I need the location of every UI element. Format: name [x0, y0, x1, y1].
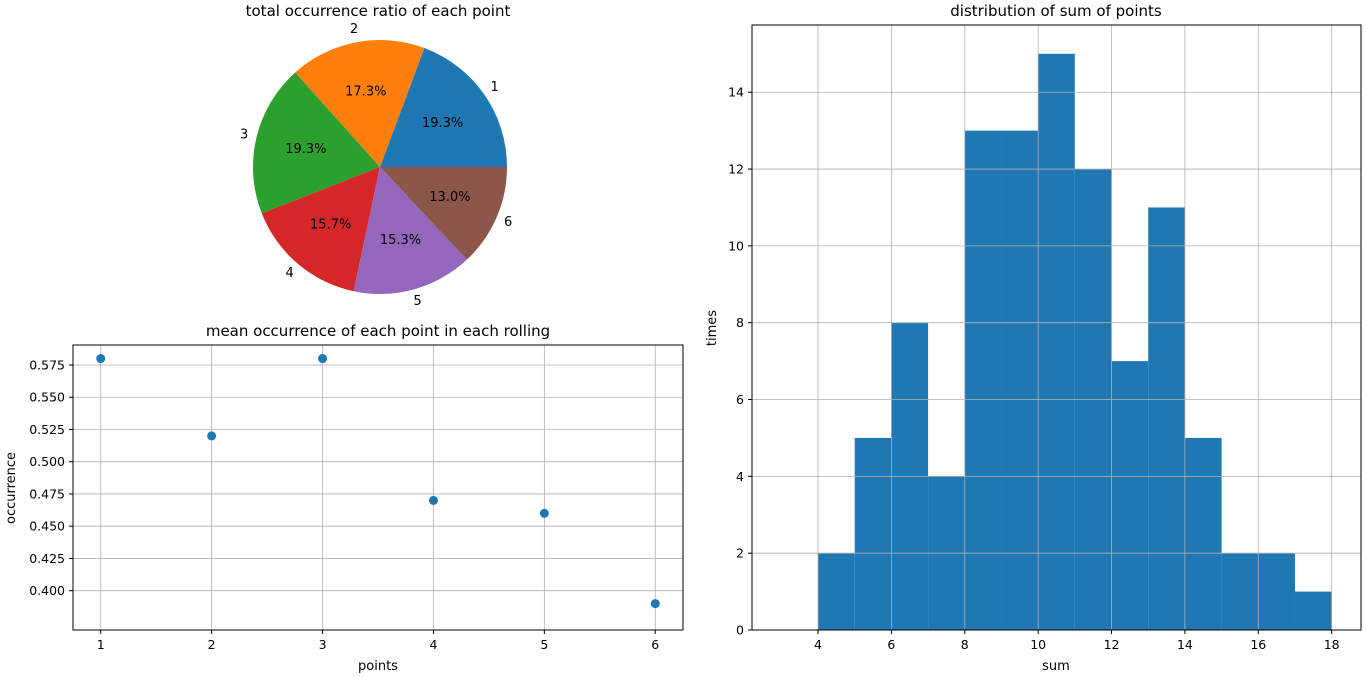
scatter-xtick-label: 6	[651, 637, 659, 652]
hist-bar	[1038, 53, 1075, 631]
scatter-point	[207, 431, 217, 441]
hist-bars	[818, 53, 1332, 631]
hist-xtick-label: 4	[814, 637, 822, 652]
scatter-xtick-label: 1	[97, 637, 105, 652]
scatter-point	[318, 354, 328, 364]
scatter-ytick-label: 0.400	[29, 583, 65, 598]
hist-ytick-label: 8	[736, 315, 744, 330]
scatter-ytick-label: 0.475	[29, 486, 65, 501]
pie-label: 3	[240, 127, 248, 142]
hist-ytick-label: 4	[736, 469, 744, 484]
pie-pct-label: 15.7%	[310, 218, 351, 233]
hist-bar	[964, 130, 1002, 630]
pie-slice	[380, 167, 507, 260]
pie-pct-label: 15.3%	[380, 233, 421, 248]
pie-chart: total occurrence ratio of each point 1 19…	[240, 2, 512, 309]
scatter-ytick-label: 0.425	[29, 551, 65, 566]
scatter-ytick-label: 0.575	[29, 357, 65, 372]
scatter-xtick-label: 4	[429, 637, 437, 652]
scatter-ytick-label: 0.550	[29, 390, 65, 405]
hist-ytick-label: 6	[736, 392, 744, 407]
hist-bar	[1001, 130, 1039, 630]
pie-label: 5	[413, 294, 421, 309]
scatter-xtick-label: 3	[319, 637, 327, 652]
hist-bar	[854, 437, 892, 630]
scatter-xlabel: points	[358, 659, 398, 674]
scatter-ytick-label: 0.500	[29, 454, 65, 469]
hist-bar	[1111, 361, 1149, 630]
scatter-ylabel: occurrence	[4, 452, 19, 524]
hist-ylabel: times	[705, 310, 720, 346]
scatter-point	[539, 508, 549, 518]
hist-xtick-label: 18	[1324, 637, 1340, 652]
hist-bar	[818, 553, 855, 630]
hist-ticks: 4 6 8 10 12 14 16 18 0 2 4 6 8 10 12 14	[728, 85, 1340, 652]
hist-bar	[1294, 591, 1332, 630]
hist-xtick-label: 16	[1250, 637, 1266, 652]
histogram-chart: distribution of sum of points 4 6 8 10 12 14 1…	[705, 2, 1362, 674]
pie-pct-label: 13.0%	[429, 190, 470, 205]
scatter-title: mean occurrence of each point in each ro…	[206, 322, 550, 340]
pie-pct-label: 19.3%	[422, 116, 463, 131]
scatter-chart: mean occurrence of each point in each ro…	[4, 322, 684, 674]
hist-xtick-label: 6	[887, 637, 895, 652]
pie-slice	[253, 72, 380, 214]
scatter-point	[428, 495, 438, 505]
hist-xtick-label: 14	[1177, 637, 1193, 652]
hist-title: distribution of sum of points	[950, 2, 1162, 20]
hist-bar	[1148, 207, 1185, 630]
pie-pct-label: 17.3%	[345, 85, 386, 100]
pie-label: 6	[504, 215, 512, 230]
pie-slice	[380, 48, 507, 167]
scatter-frame	[72, 344, 684, 631]
hist-xlabel: sum	[1042, 659, 1070, 674]
scatter-ytick-label: 0.525	[29, 422, 65, 437]
hist-ytick-label: 14	[728, 85, 744, 100]
hist-bar	[1258, 553, 1295, 630]
hist-ytick-label: 10	[728, 238, 744, 253]
scatter-points	[96, 354, 660, 609]
pie-title: total occurrence ratio of each point	[246, 2, 511, 20]
hist-bar	[1221, 553, 1259, 630]
scatter-point	[650, 599, 660, 609]
pie-pct-label: 19.3%	[285, 142, 326, 157]
hist-ytick-label: 2	[736, 546, 744, 561]
hist-frame	[751, 24, 1362, 631]
pie-label: 4	[286, 266, 294, 281]
hist-xtick-label: 12	[1104, 637, 1120, 652]
scatter-grid	[73, 345, 683, 630]
pie-slice	[353, 167, 467, 294]
pie-slice	[295, 39, 425, 167]
pie-texts: 1 19.3% 2 17.3% 3 19.3% 4 15.7% 5 15.3% 6 13.0%	[240, 22, 512, 309]
pie-label: 2	[350, 22, 358, 37]
scatter-point	[96, 354, 106, 364]
scatter-ytick-label: 0.450	[29, 519, 65, 534]
pie-label: 1	[491, 80, 499, 95]
pie-slices	[253, 39, 507, 294]
scatter-ticks: 1 2 3 4 5 6 0.400 0.425 0.450 0.475 0.500 0.525 0.55…	[29, 357, 659, 652]
scatter-xtick-label: 2	[208, 637, 216, 652]
hist-ytick-label: 12	[728, 162, 744, 177]
hist-xtick-label: 10	[1030, 637, 1046, 652]
scatter-xtick-label: 5	[540, 637, 548, 652]
hist-ytick-label: 0	[736, 623, 744, 638]
hist-bar	[1184, 437, 1222, 630]
hist-xtick-label: 8	[961, 637, 969, 652]
pie-slice	[261, 167, 380, 292]
